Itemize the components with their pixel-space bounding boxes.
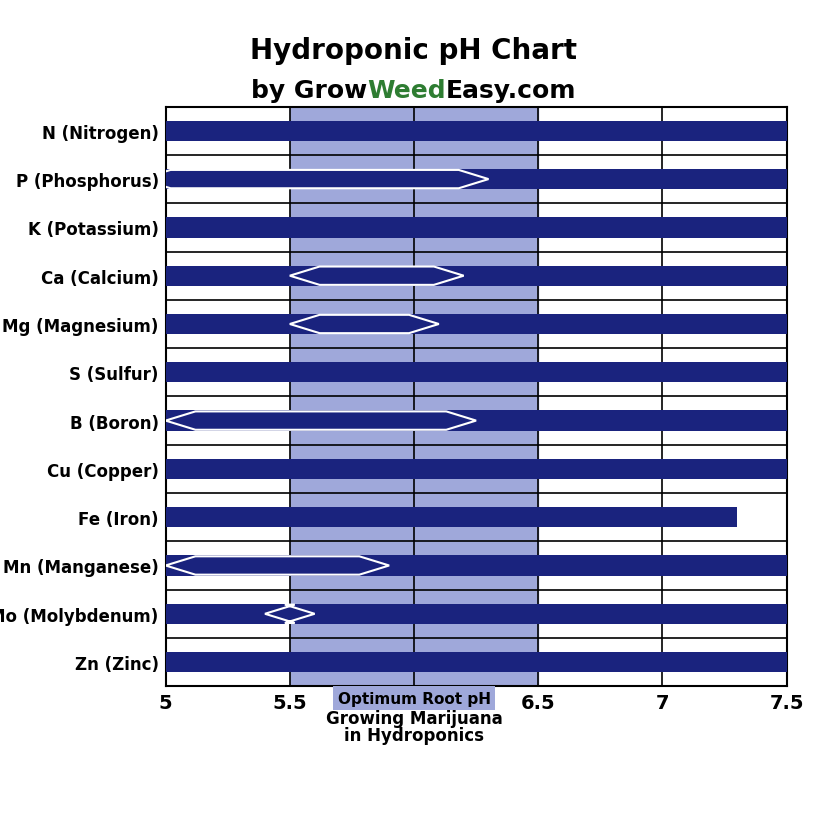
- Polygon shape: [265, 605, 314, 624]
- Bar: [165, 266, 786, 286]
- Bar: [289, 108, 538, 686]
- Polygon shape: [141, 170, 488, 189]
- Text: Growing Marijuana: Growing Marijuana: [325, 709, 502, 727]
- Polygon shape: [165, 557, 389, 575]
- Bar: [165, 363, 786, 383]
- Text: Optimum Root pH: Optimum Root pH: [337, 691, 490, 706]
- Polygon shape: [289, 315, 438, 334]
- Polygon shape: [165, 412, 476, 430]
- Bar: [165, 653, 786, 672]
- Text: Weed: Weed: [367, 79, 446, 103]
- Bar: [165, 122, 786, 141]
- Bar: [165, 411, 786, 431]
- Text: Hydroponic pH Chart: Hydroponic pH Chart: [251, 37, 576, 65]
- Bar: [165, 604, 786, 624]
- Polygon shape: [289, 267, 463, 285]
- Text: Easy.com: Easy.com: [446, 79, 576, 103]
- Bar: [165, 314, 786, 335]
- Bar: [165, 556, 786, 576]
- Bar: [165, 218, 786, 238]
- Text: by Grow: by Grow: [251, 79, 367, 103]
- Bar: [165, 459, 786, 480]
- Bar: [165, 508, 736, 528]
- Text: in Hydroponics: in Hydroponics: [343, 725, 484, 743]
- Bar: [165, 170, 786, 190]
